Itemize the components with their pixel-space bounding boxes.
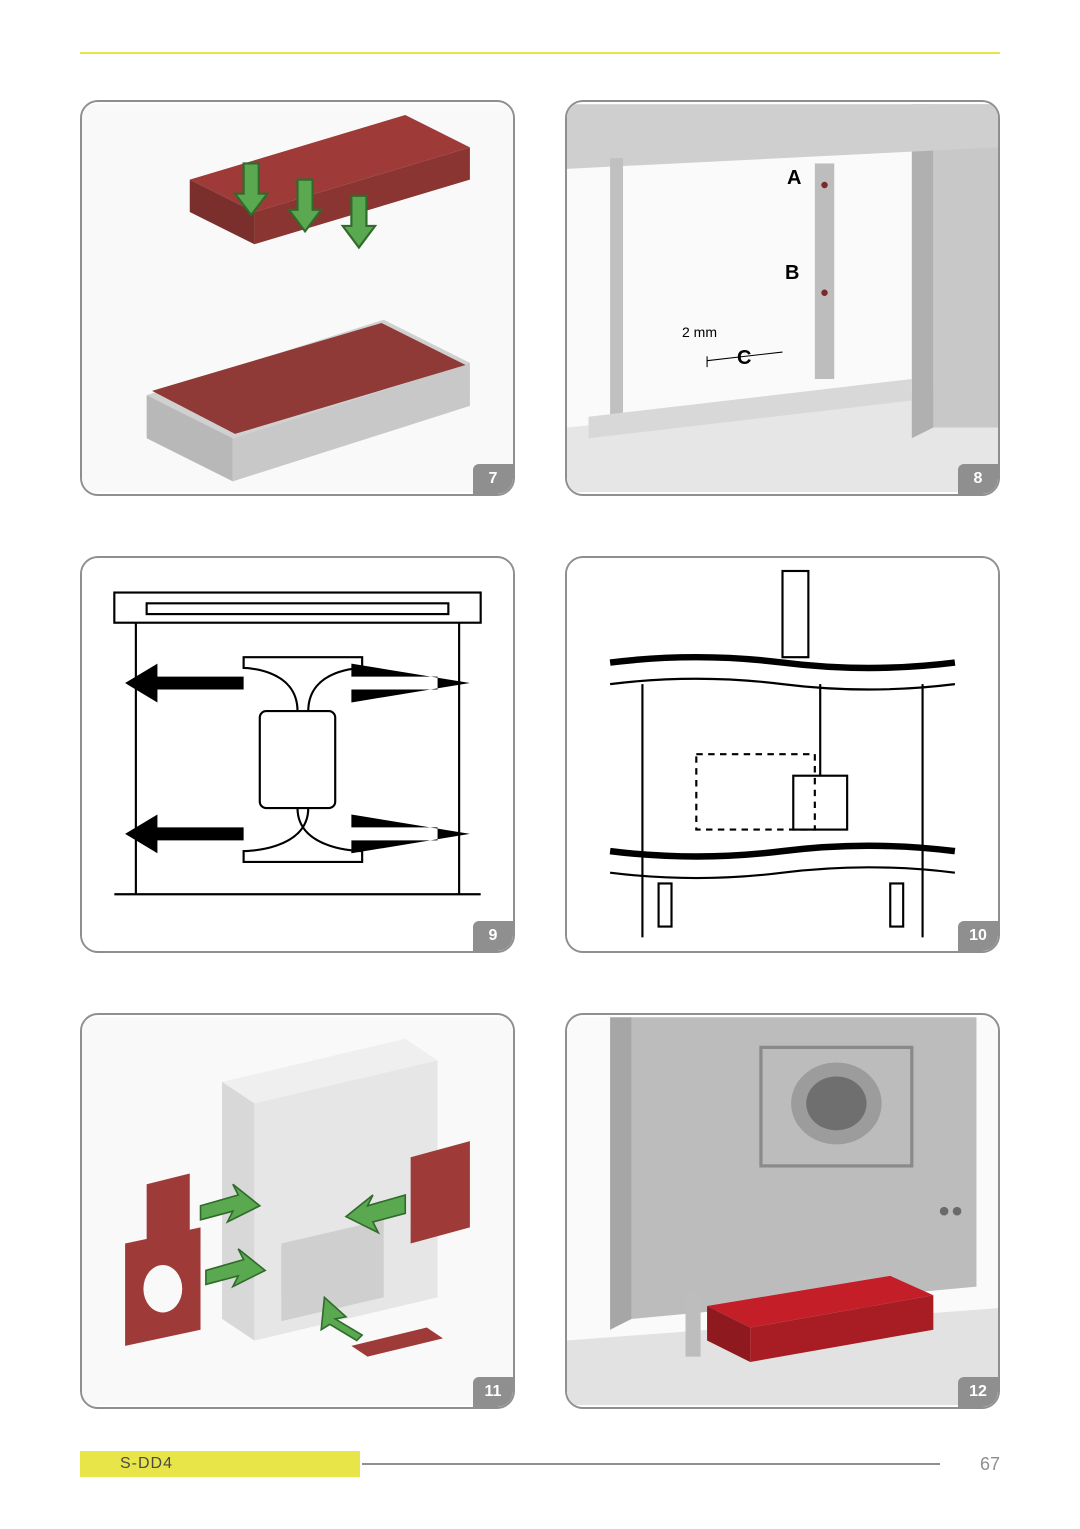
footer-page-number: 67 [940, 1454, 1000, 1475]
panel-11: 11 [80, 1013, 515, 1409]
panel-10-illustration [567, 558, 998, 950]
panel-7: 7 [80, 100, 515, 496]
top-rule [80, 52, 1000, 54]
panel-8-label-a: A [787, 167, 801, 190]
panel-11-badge: 11 [473, 1377, 513, 1407]
panel-8-illustration [567, 102, 998, 494]
footer-rule [362, 1463, 940, 1465]
panel-8-gap-label: 2 mm [682, 324, 717, 340]
panel-7-badge: 7 [473, 464, 513, 494]
panel-8-label-b: B [785, 262, 799, 285]
panel-9-badge: 9 [473, 921, 513, 951]
panel-10-badge: 10 [958, 921, 998, 951]
page-footer: S-DD4 67 [80, 1449, 1000, 1479]
panel-12-badge: 12 [958, 1377, 998, 1407]
panel-7-illustration [82, 102, 513, 494]
instruction-grid: 7 [80, 100, 1000, 1409]
panel-8-badge: 8 [958, 464, 998, 494]
panel-9-illustration [82, 558, 513, 950]
panel-10: 10 [565, 556, 1000, 952]
panel-8-label-c: C [737, 347, 751, 370]
panel-12: 12 [565, 1013, 1000, 1409]
panel-12-illustration [567, 1015, 998, 1407]
panel-11-illustration [82, 1015, 513, 1407]
panel-8: A B C 2 mm 8 [565, 100, 1000, 496]
footer-model-code: S-DD4 [80, 1451, 360, 1477]
panel-9: 9 [80, 556, 515, 952]
